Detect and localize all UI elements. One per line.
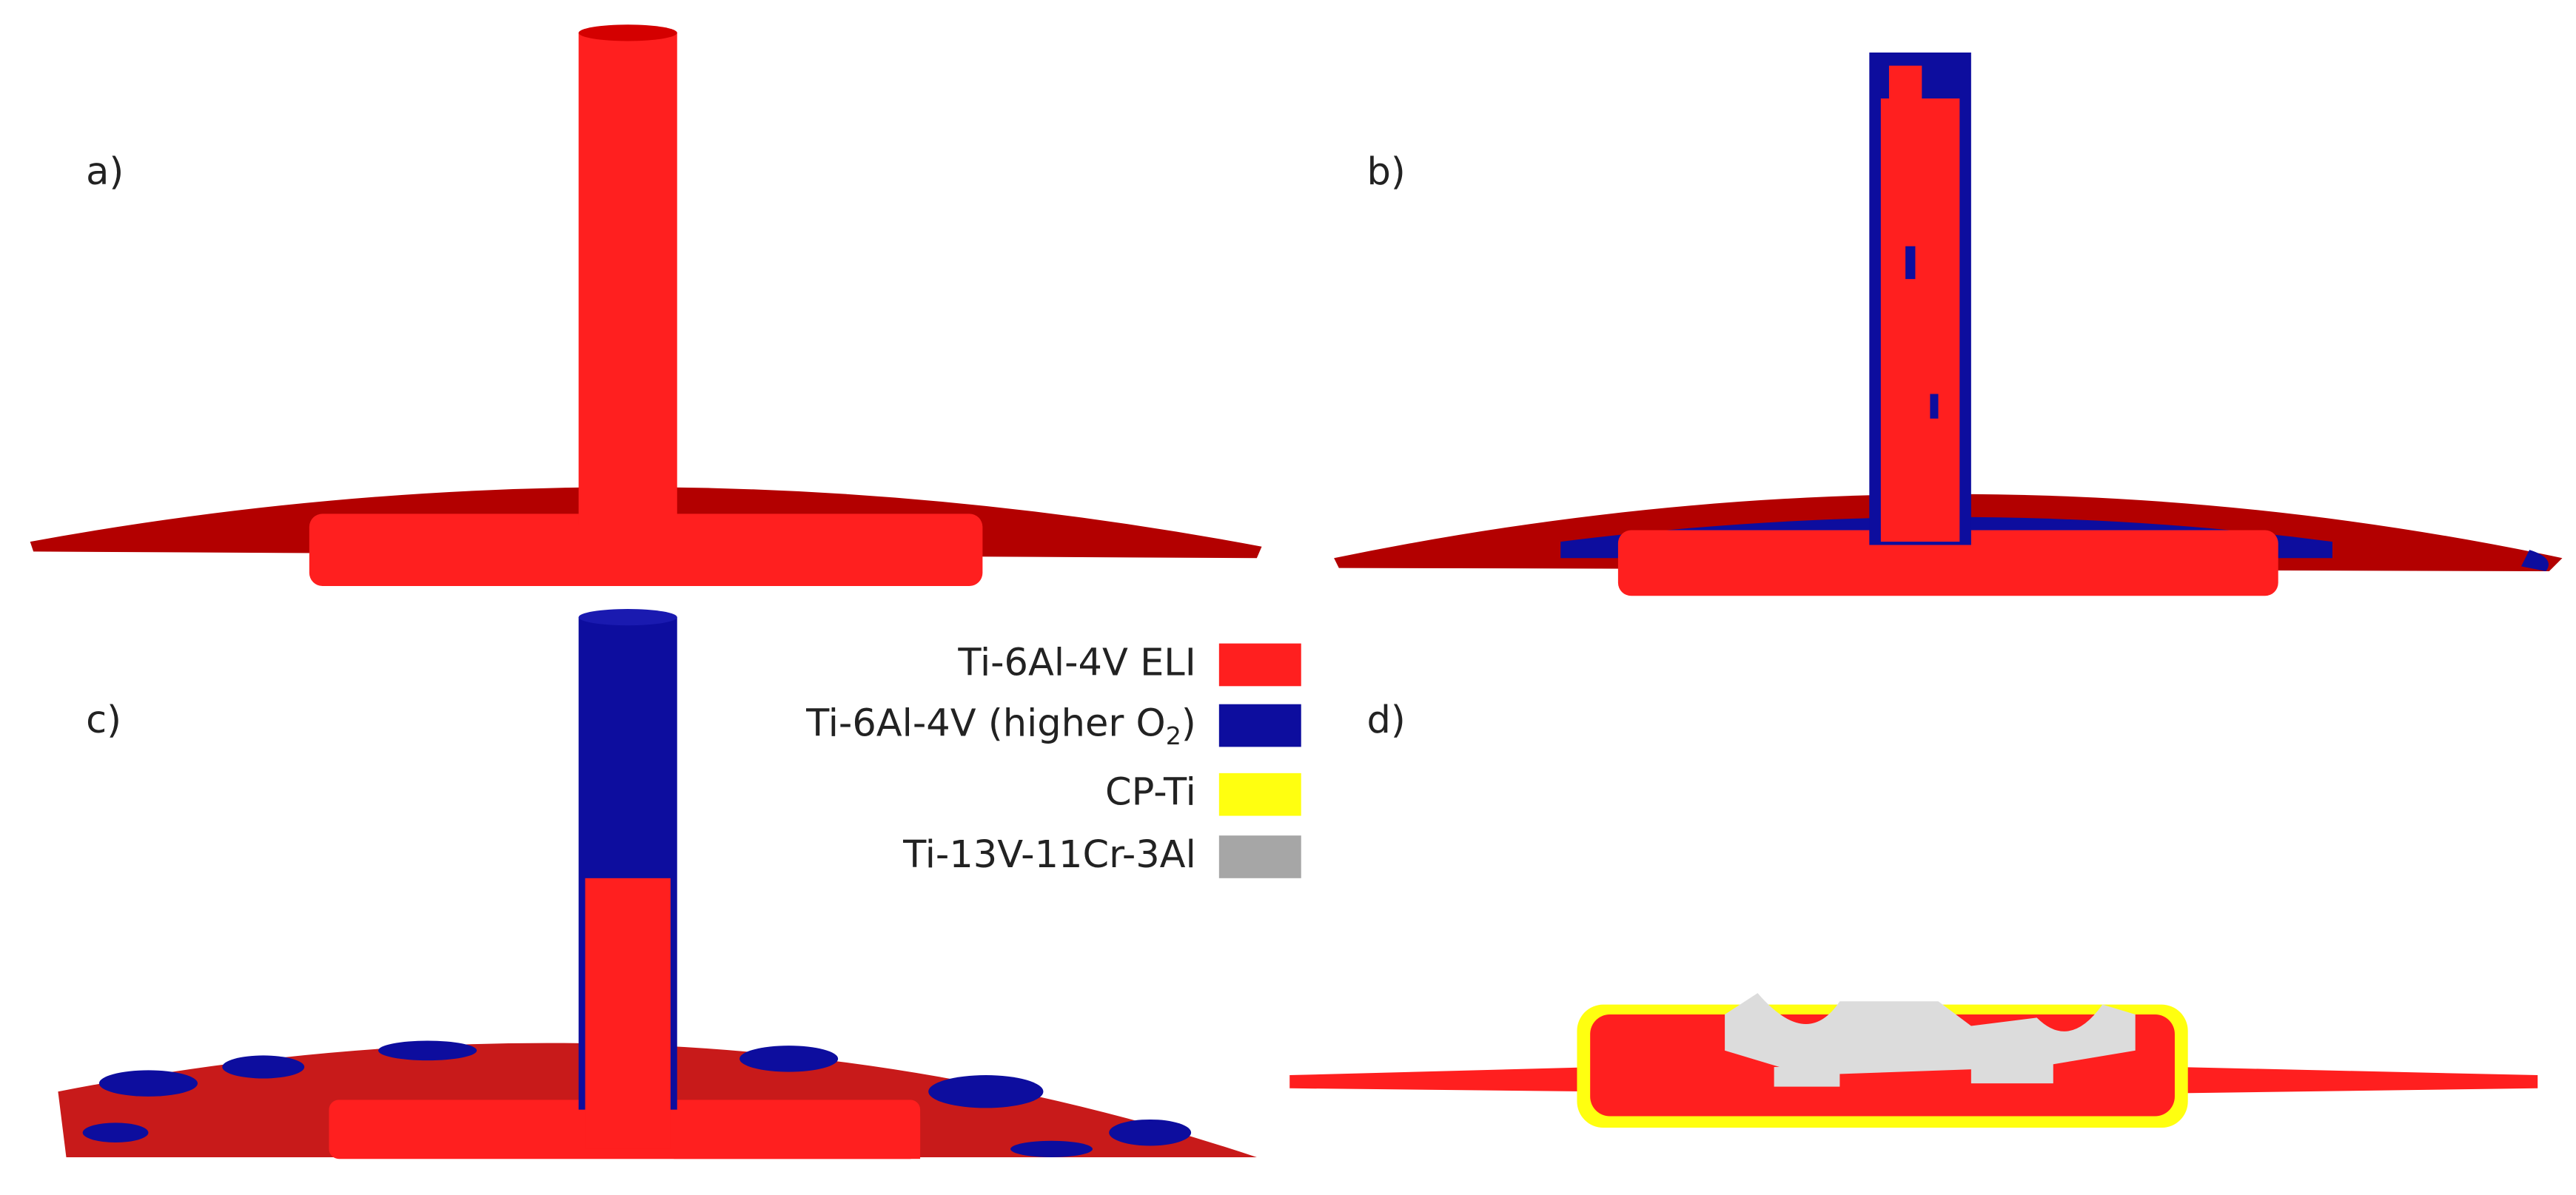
legend-text: Ti-13V-11Cr-3Al [902, 833, 1196, 877]
legend-label: Ti-6Al-4V (higher O2) [805, 702, 1196, 750]
render-b [1334, 52, 2563, 596]
legend-label: CP-Ti [1105, 771, 1196, 815]
legend-subscript: 2 [1166, 721, 1181, 750]
panel-label: a) [86, 150, 124, 194]
legend-text: Ti-6Al-4V ELI [957, 641, 1195, 684]
legend-text: CP-Ti [1105, 771, 1196, 815]
render-c [58, 609, 1257, 1159]
panel-label: b) [1366, 150, 1405, 194]
legend-swatch [1218, 704, 1301, 747]
legend: Ti-6Al-4V ELI Ti-6Al-4V (higher O2) CP-Ti T… [805, 641, 1301, 878]
legend-label: Ti-6Al-4V ELI [957, 641, 1195, 684]
legend-text: ) [1181, 702, 1196, 746]
panel-label: d) [1366, 699, 1405, 742]
render-a [30, 24, 1262, 586]
legend-swatch [1218, 643, 1301, 687]
legend-text: Ti-6Al-4V (higher O [805, 702, 1166, 746]
legend-swatch [1218, 835, 1301, 878]
render-d [1289, 993, 2538, 1128]
legend-label: Ti-13V-11Cr-3Al [902, 833, 1196, 877]
legend-swatch [1218, 772, 1301, 816]
panel-label: c) [86, 699, 121, 742]
